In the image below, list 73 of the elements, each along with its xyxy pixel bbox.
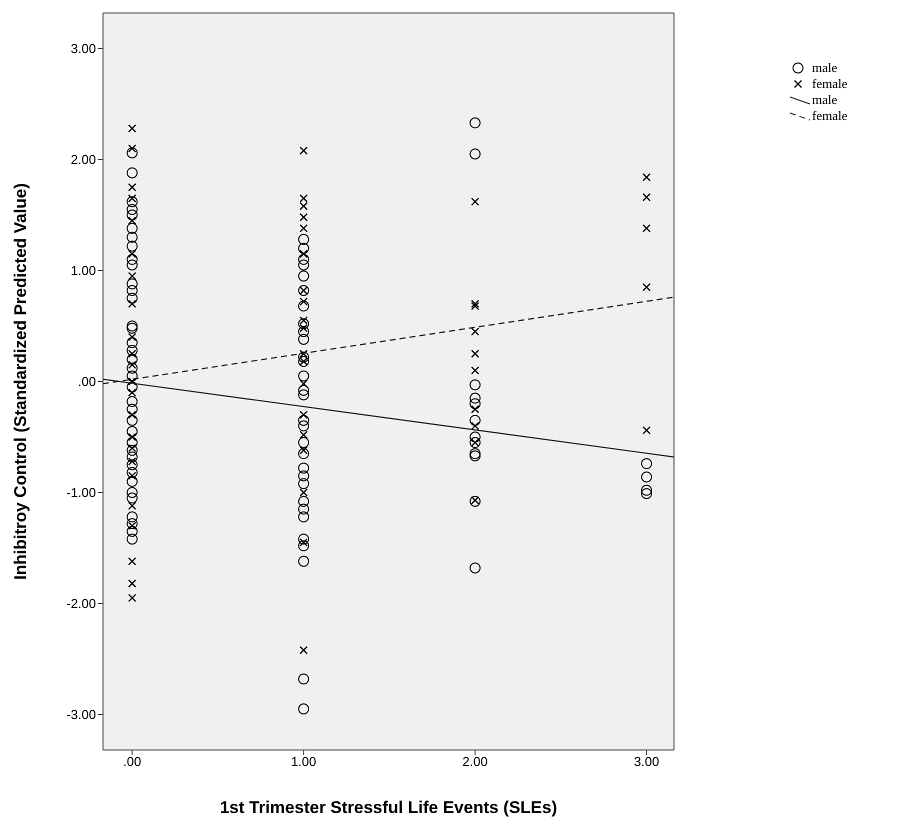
x-tick-label: 2.00 bbox=[462, 754, 488, 770]
point bbox=[470, 405, 480, 414]
point bbox=[299, 202, 308, 210]
point bbox=[128, 388, 136, 397]
y-tick-label: .00 bbox=[78, 374, 96, 390]
y-tick-label: -3.00 bbox=[66, 707, 96, 722]
point bbox=[299, 250, 308, 258]
point bbox=[470, 327, 480, 336]
point bbox=[642, 224, 651, 232]
point bbox=[128, 502, 136, 510]
point bbox=[128, 144, 136, 153]
y-tick-label: 1.00 bbox=[70, 263, 96, 278]
point bbox=[470, 366, 480, 375]
x-tick-label: 1.00 bbox=[290, 754, 316, 770]
point bbox=[299, 286, 308, 295]
point bbox=[128, 444, 136, 452]
y-tick-label: -2.00 bbox=[66, 596, 96, 612]
y-tick-label: 2.00 bbox=[70, 152, 96, 168]
point bbox=[128, 432, 136, 442]
point bbox=[299, 538, 308, 547]
legend-label: female bbox=[812, 76, 848, 92]
point bbox=[128, 183, 136, 192]
point bbox=[128, 579, 136, 588]
point bbox=[299, 324, 308, 332]
point bbox=[299, 410, 308, 419]
point bbox=[299, 446, 308, 454]
point bbox=[299, 357, 308, 366]
legend-label: male bbox=[812, 60, 838, 76]
point bbox=[128, 272, 136, 280]
point bbox=[299, 350, 308, 358]
x-axis-title: 1st Trimester Stressful Life Events (SLEs) bbox=[220, 798, 558, 817]
point bbox=[470, 350, 480, 358]
point bbox=[128, 410, 136, 419]
point bbox=[470, 422, 480, 430]
point bbox=[642, 426, 651, 434]
point bbox=[299, 646, 308, 654]
y-tick-label: -1.00 bbox=[66, 485, 96, 500]
point bbox=[128, 250, 136, 258]
point bbox=[128, 360, 136, 369]
point bbox=[299, 380, 308, 388]
point bbox=[128, 300, 136, 308]
point bbox=[128, 522, 136, 530]
point bbox=[470, 300, 480, 308]
y-axis-title: Inhibitroy Control (Standardized Predicted Value) bbox=[11, 183, 30, 580]
point bbox=[299, 213, 308, 222]
x-tick-label: .00 bbox=[123, 754, 142, 770]
point bbox=[299, 194, 308, 203]
point bbox=[299, 488, 308, 497]
point bbox=[128, 457, 136, 466]
point bbox=[299, 316, 308, 325]
y-tick-label: 3.00 bbox=[70, 41, 96, 56]
point bbox=[642, 193, 651, 202]
legend-label: female bbox=[812, 108, 848, 124]
point bbox=[128, 472, 136, 480]
point bbox=[470, 438, 480, 447]
point bbox=[128, 350, 136, 358]
legend-label: male bbox=[812, 92, 838, 108]
point bbox=[642, 173, 651, 182]
point bbox=[299, 146, 308, 155]
point bbox=[128, 557, 136, 566]
point bbox=[299, 297, 308, 306]
point bbox=[299, 430, 308, 439]
point bbox=[470, 198, 480, 206]
point bbox=[128, 216, 136, 225]
point bbox=[642, 283, 651, 292]
point bbox=[128, 594, 136, 602]
point bbox=[128, 332, 136, 342]
point bbox=[470, 302, 480, 310]
point bbox=[299, 224, 308, 232]
point bbox=[128, 124, 136, 133]
x-tick-label: 3.00 bbox=[634, 754, 660, 770]
point bbox=[470, 496, 480, 504]
point bbox=[128, 194, 136, 203]
